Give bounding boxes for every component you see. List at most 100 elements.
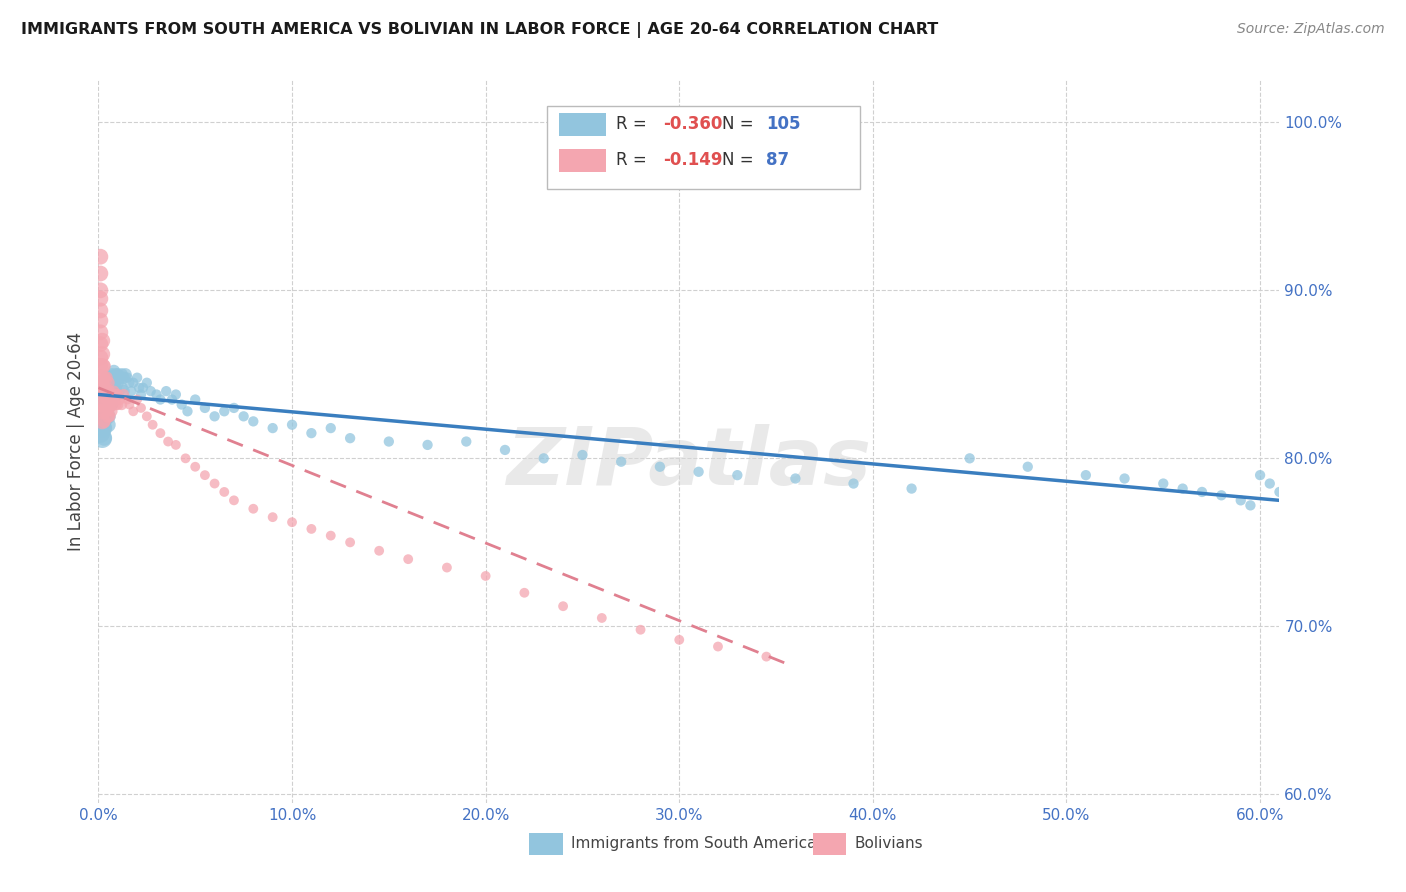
Point <box>1278 493 1301 508</box>
Point <box>1152 476 1174 491</box>
Point <box>93 376 115 390</box>
Point <box>339 535 361 549</box>
Point <box>668 632 690 647</box>
Point <box>89 417 111 432</box>
Point <box>1258 476 1281 491</box>
Point <box>98 392 121 407</box>
Point <box>91 387 114 401</box>
Point <box>96 384 118 398</box>
Point <box>93 431 115 445</box>
Text: N =: N = <box>723 152 759 169</box>
Point <box>242 414 264 428</box>
Point <box>120 384 142 398</box>
Bar <box>560 112 606 136</box>
Point <box>107 398 129 412</box>
Point <box>91 370 114 384</box>
Point <box>319 421 342 435</box>
Point <box>214 485 236 500</box>
Point <box>127 370 149 384</box>
Point <box>1249 468 1271 483</box>
Point <box>494 442 516 457</box>
Point <box>98 392 121 407</box>
Point <box>107 387 129 401</box>
Point <box>103 376 125 390</box>
Point <box>630 623 652 637</box>
Point <box>96 381 118 395</box>
Point <box>98 401 121 415</box>
Point <box>91 431 114 445</box>
Point <box>97 409 120 424</box>
Point <box>149 426 172 441</box>
Text: -0.360: -0.360 <box>664 115 723 133</box>
Point <box>900 482 922 496</box>
Point <box>93 387 115 401</box>
Point <box>96 392 118 407</box>
Point <box>176 404 198 418</box>
Point <box>165 387 187 401</box>
Point <box>91 334 114 348</box>
Bar <box>560 149 606 172</box>
FancyBboxPatch shape <box>547 105 860 189</box>
Point <box>89 267 111 281</box>
Text: N =: N = <box>723 115 759 133</box>
Point <box>101 376 124 390</box>
Point <box>242 501 264 516</box>
Point <box>184 392 207 407</box>
Point <box>149 392 172 407</box>
Point <box>959 451 981 466</box>
Text: 105: 105 <box>766 115 800 133</box>
Point <box>1191 485 1213 500</box>
Point <box>89 381 111 395</box>
Point <box>416 438 439 452</box>
Point <box>93 398 115 412</box>
Point <box>97 376 120 390</box>
Point <box>112 370 135 384</box>
Point <box>91 381 114 395</box>
Point <box>184 459 207 474</box>
Point <box>97 417 120 432</box>
Point <box>135 376 157 390</box>
Point <box>1268 485 1291 500</box>
Point <box>194 468 217 483</box>
Point <box>97 370 120 384</box>
Point <box>165 438 187 452</box>
Point <box>107 368 129 382</box>
Text: IMMIGRANTS FROM SOUTH AMERICA VS BOLIVIAN IN LABOR FORCE | AGE 20-64 CORRELATION: IMMIGRANTS FROM SOUTH AMERICA VS BOLIVIA… <box>21 22 938 38</box>
Point <box>96 404 118 418</box>
Point <box>97 392 120 407</box>
Point <box>474 569 496 583</box>
Point <box>91 347 114 361</box>
Point <box>104 368 127 382</box>
Point <box>513 586 536 600</box>
Point <box>101 398 124 412</box>
Point <box>89 370 111 384</box>
Point <box>91 398 114 412</box>
Point <box>104 387 127 401</box>
Point <box>533 451 555 466</box>
Point <box>91 404 114 418</box>
Point <box>101 368 124 382</box>
Point <box>157 434 180 449</box>
Point <box>89 326 111 340</box>
Point <box>299 426 322 441</box>
Point <box>648 459 671 474</box>
Point <box>378 434 401 449</box>
Point <box>91 421 114 435</box>
Text: ZIPatlas: ZIPatlas <box>506 425 872 502</box>
Text: Immigrants from South America: Immigrants from South America <box>571 837 817 852</box>
Point <box>222 493 245 508</box>
Point <box>128 381 150 395</box>
Point <box>132 381 155 395</box>
Point <box>1114 471 1136 485</box>
Point <box>204 476 226 491</box>
Point <box>122 376 145 390</box>
Point <box>551 599 574 614</box>
Point <box>145 387 167 401</box>
Point <box>118 398 141 412</box>
Point <box>1239 499 1261 513</box>
Point <box>97 384 120 398</box>
Point <box>127 392 149 407</box>
Point <box>118 376 141 390</box>
Point <box>232 409 254 424</box>
Point <box>842 476 865 491</box>
